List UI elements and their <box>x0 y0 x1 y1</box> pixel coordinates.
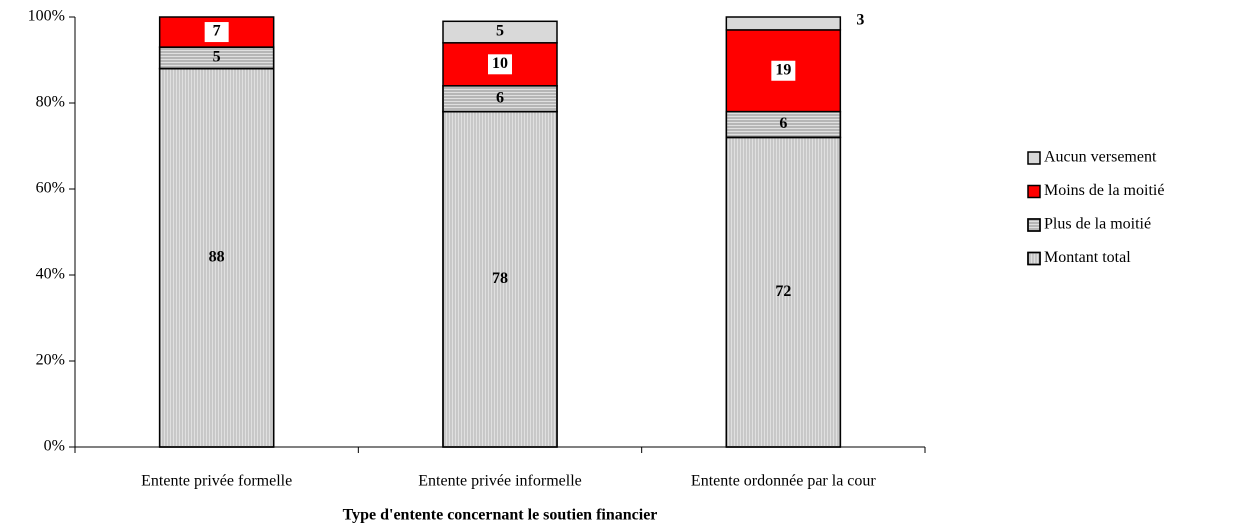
x-axis-title: Type d'entente concernant le soutien fin… <box>343 507 658 524</box>
y-tick-label: 60% <box>36 180 65 197</box>
legend-swatch <box>1027 151 1041 165</box>
bar-pattern <box>158 67 275 448</box>
legend-label: Aucun versement <box>1044 149 1157 166</box>
data-label: 5 <box>496 23 504 40</box>
y-tick-label: 20% <box>36 352 65 369</box>
label-box <box>771 60 796 81</box>
bar-segment <box>725 16 842 31</box>
y-tick-label: 80% <box>36 94 65 111</box>
bar-pattern <box>442 110 558 448</box>
data-label: 10 <box>492 55 508 72</box>
data-label: 5 <box>213 49 221 66</box>
legend-pattern <box>1027 218 1041 232</box>
label-box <box>488 54 512 75</box>
label-box <box>204 22 229 43</box>
legend-label: Montant total <box>1044 249 1131 266</box>
data-label: 78 <box>492 270 508 287</box>
data-label: 72 <box>775 283 791 300</box>
legend-label: Plus de la moitié <box>1044 216 1151 233</box>
data-label: 3 <box>856 12 864 29</box>
legend-swatch <box>1027 184 1041 199</box>
data-label: 6 <box>779 115 787 132</box>
y-tick-label: 0% <box>44 438 65 455</box>
data-label: 19 <box>775 61 791 78</box>
y-tick-label: 100% <box>28 8 65 25</box>
bar-segment <box>442 20 558 44</box>
data-label: 6 <box>496 89 504 106</box>
legend-pattern <box>1027 251 1041 266</box>
x-tick-label: Entente ordonnée par la cour <box>691 473 876 490</box>
data-label: 88 <box>209 248 225 265</box>
bar-pattern <box>725 110 842 139</box>
x-tick-label: Entente privée formelle <box>141 473 292 490</box>
legend-label: Moins de la moitié <box>1044 182 1164 199</box>
x-tick-label: Entente privée informelle <box>418 473 581 490</box>
bar-pattern <box>725 136 842 448</box>
data-label: 7 <box>213 23 221 40</box>
y-tick-label: 40% <box>36 266 65 283</box>
